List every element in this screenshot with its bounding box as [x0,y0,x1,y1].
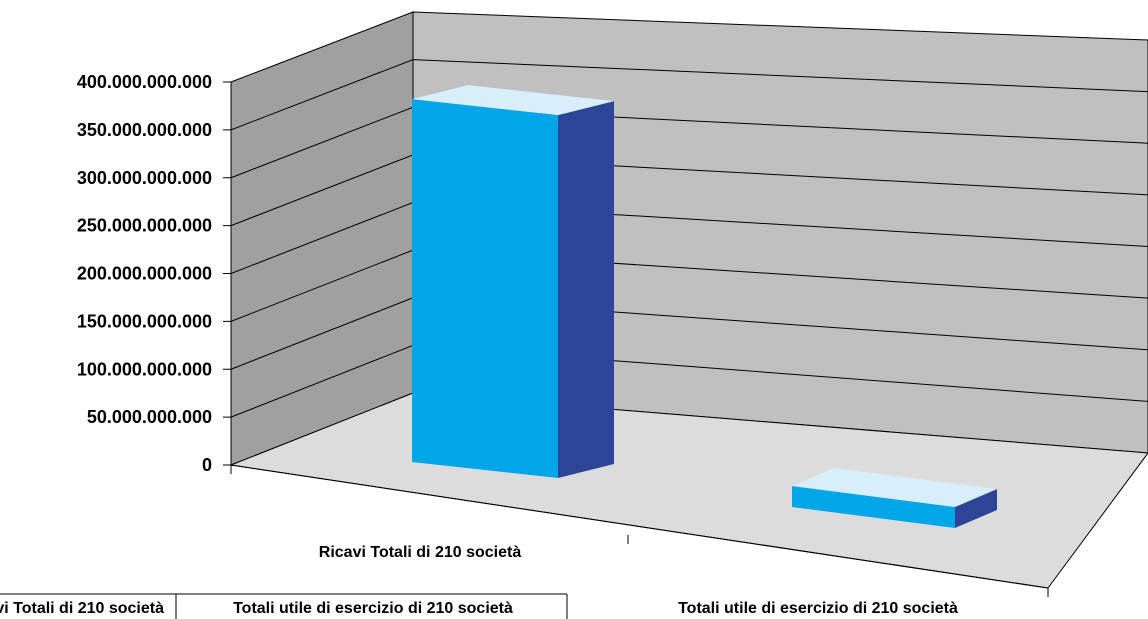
y-tick-group: 0 50.000.000.000 100.000.000.000 150.000.00… [77,72,231,475]
x-tick-group [230,465,1049,597]
bar-1 [792,468,997,528]
table-cell-0: Ricavi Totali di 210 società [0,600,164,617]
category-label-1: Totali utile di esercizio di 210 società [678,600,958,617]
bar-0-side [558,101,614,478]
y-tick-label-5: 250.000.000.000 [77,216,212,236]
y-tick-label-7: 350.000.000.000 [77,120,212,140]
y-tick-label-4: 200.000.000.000 [77,264,212,284]
bar-0 [412,85,614,478]
bar-0-top [412,85,614,116]
data-table: Ricavi Totali di 210 società Totali util… [0,593,568,619]
bars [412,85,997,528]
x-axis-line [230,464,1049,589]
y-tick-label-3: 150.000.000.000 [77,311,212,331]
y-tick-label-0: 0 [202,455,212,475]
y-tick-label-2: 100.000.000.000 [77,359,212,379]
table-cell-1: Totali utile di esercizio di 210 società [233,600,513,617]
y-tick-label-1: 50.000.000.000 [87,407,212,427]
bar-0-front [412,99,558,478]
gridline-7 [230,59,1148,131]
category-labels: Ricavi Totali di 210 società Totali util… [319,544,958,617]
bar-1-top [792,468,997,507]
y-tick-label-6: 300.000.000.000 [77,168,212,188]
bar-1-front [792,486,955,528]
bar-1-side [955,489,997,528]
y-tick-label-8: 400.000.000.000 [77,72,212,92]
category-label-0: Ricavi Totali di 210 società [319,544,522,561]
